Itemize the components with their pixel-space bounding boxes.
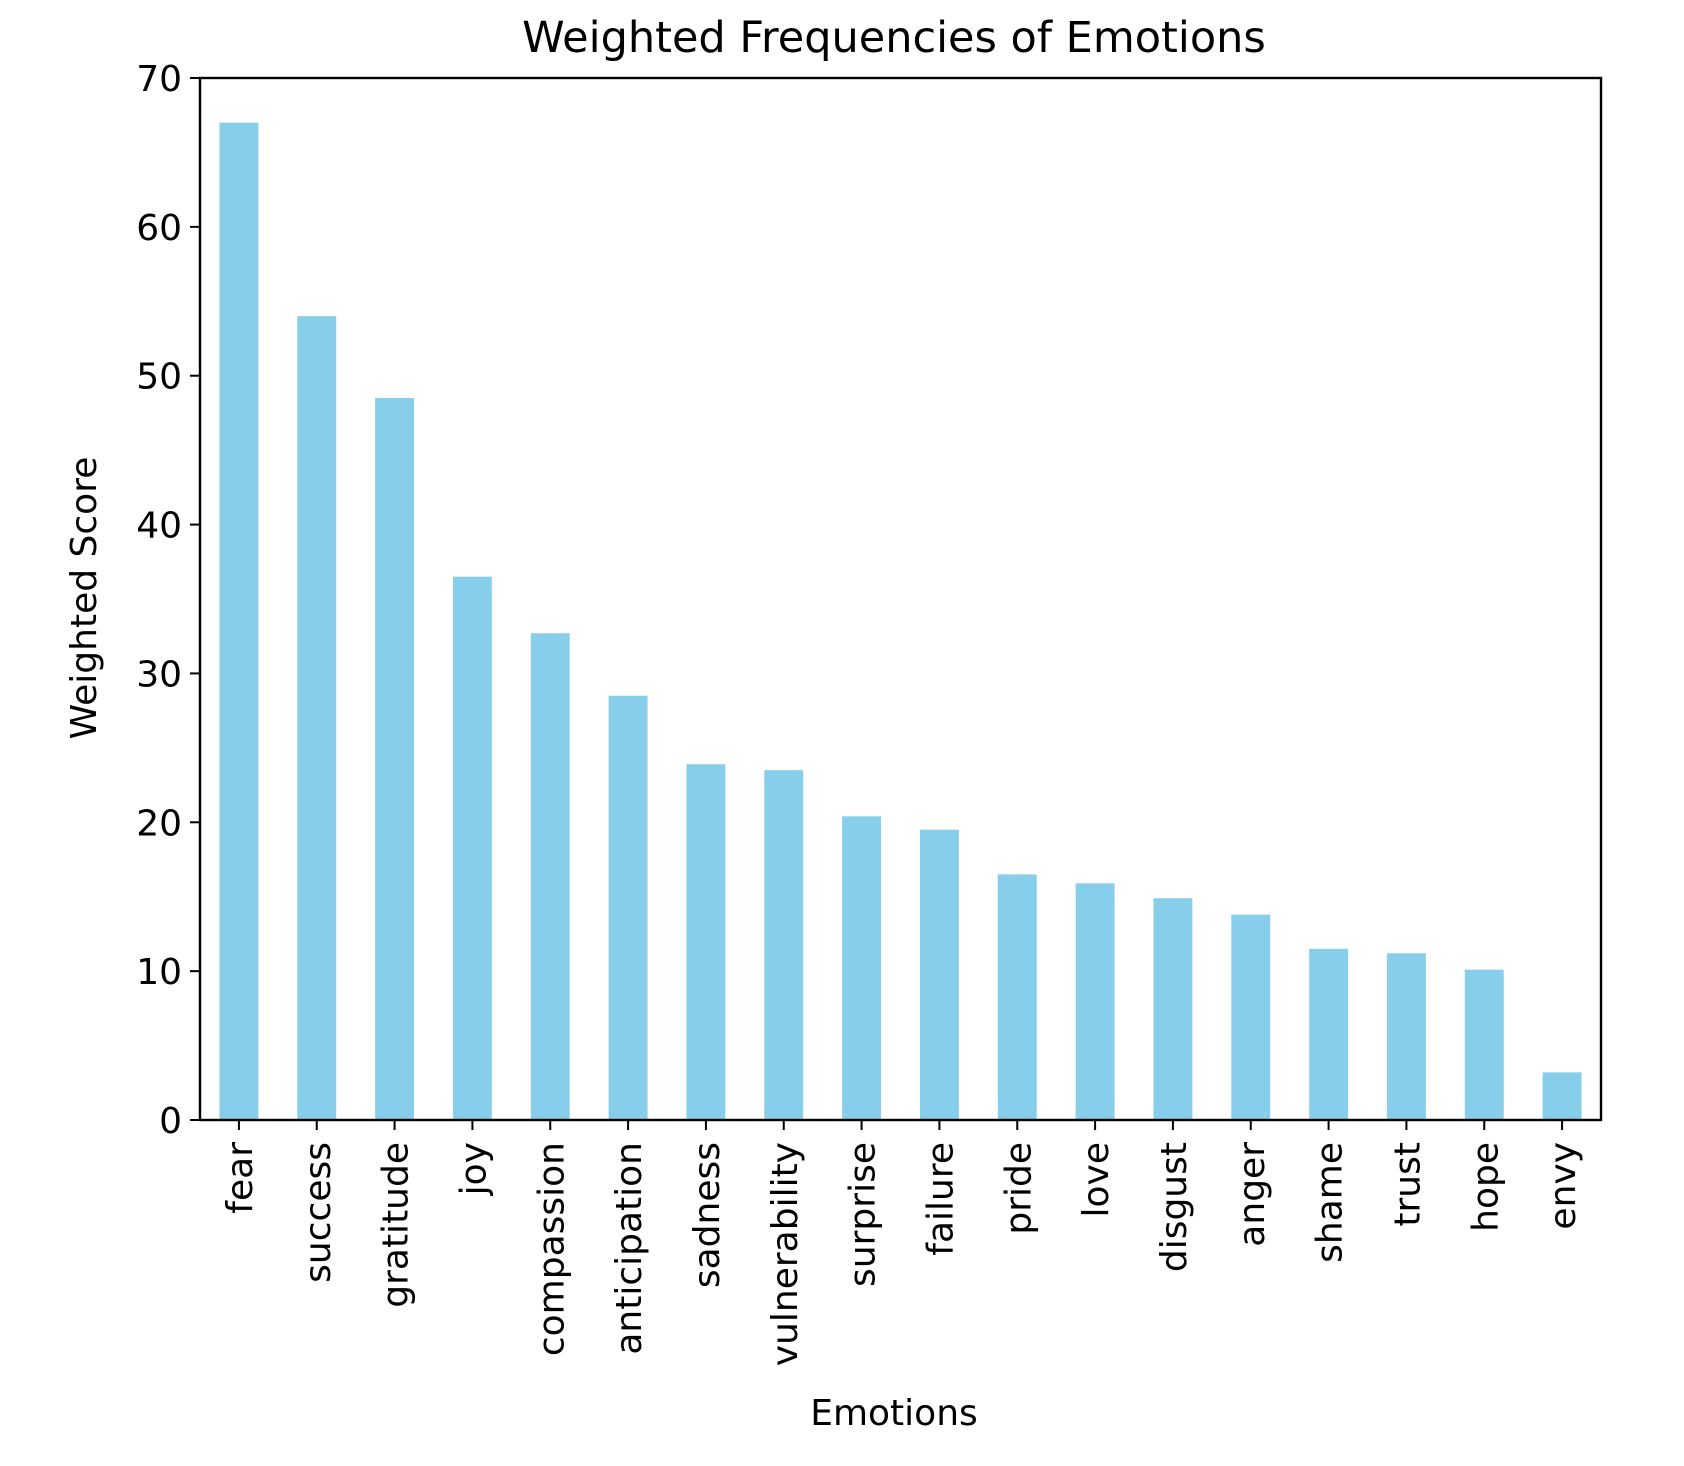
x-tick-label-compassion: compassion	[531, 1142, 572, 1356]
bar-failure	[919, 829, 959, 1120]
x-tick-label-anticipation: anticipation	[609, 1142, 650, 1355]
x-tick-label-sadness: sadness	[687, 1142, 728, 1288]
bar-shame	[1309, 948, 1349, 1120]
bar-pride	[997, 874, 1037, 1120]
x-tick-label-success: success	[298, 1142, 339, 1283]
bar-gratitude	[375, 398, 415, 1120]
bar-envy	[1542, 1072, 1582, 1120]
x-axis-title: Emotions	[810, 1393, 978, 1434]
y-tick-label-70: 70	[136, 59, 182, 100]
y-tick-label-20: 20	[136, 803, 182, 844]
bar-love	[1075, 883, 1115, 1120]
bar-compassion	[530, 633, 570, 1120]
bar-trust	[1386, 953, 1426, 1120]
y-tick-label-50: 50	[136, 357, 182, 398]
plot-frame	[198, 76, 1603, 1122]
x-tick-label-surprise: surprise	[843, 1142, 884, 1287]
x-tick-label-disgust: disgust	[1154, 1142, 1195, 1272]
x-tick-label-trust: trust	[1387, 1142, 1428, 1227]
x-tick-label-failure: failure	[920, 1142, 961, 1256]
x-axis: fear success gratitude joy compassion anticip…	[220, 1120, 1584, 1366]
x-tick-label-anger: anger	[1232, 1142, 1273, 1247]
y-tick-label-60: 60	[136, 208, 182, 249]
x-tick-label-shame: shame	[1310, 1142, 1351, 1263]
x-tick-label-hope: hope	[1465, 1142, 1506, 1232]
x-tick-label-pride: pride	[998, 1142, 1039, 1235]
bar-surprise	[842, 816, 882, 1120]
x-tick-label-joy: joy	[453, 1142, 494, 1196]
bar-joy	[452, 576, 492, 1120]
bar-vulnerability	[764, 770, 804, 1120]
bar-hope	[1464, 969, 1504, 1120]
x-tick-label-gratitude: gratitude	[376, 1142, 417, 1308]
chart-title: Weighted Frequencies of Emotions	[522, 13, 1266, 63]
bar-success	[297, 316, 337, 1121]
x-tick-label-envy: envy	[1543, 1142, 1584, 1230]
y-tick-label-10: 10	[136, 952, 182, 993]
x-tick-label-fear: fear	[220, 1142, 261, 1214]
bar-sadness	[686, 764, 726, 1120]
y-tick-label-0: 0	[159, 1101, 182, 1142]
bar-disgust	[1153, 898, 1193, 1120]
y-tick-label-30: 30	[136, 654, 182, 695]
bar-anger	[1231, 914, 1271, 1120]
bar-anticipation	[608, 695, 648, 1120]
y-tick-label-40: 40	[136, 506, 182, 547]
bars-group	[219, 122, 1582, 1121]
y-axis-title: Weighted Score	[64, 457, 105, 740]
x-tick-label-vulnerability: vulnerability	[765, 1142, 806, 1366]
y-axis: 0 10 20 30 40 50 60 70	[136, 59, 200, 1142]
bar-fear	[219, 122, 259, 1120]
x-tick-label-love: love	[1076, 1142, 1117, 1217]
